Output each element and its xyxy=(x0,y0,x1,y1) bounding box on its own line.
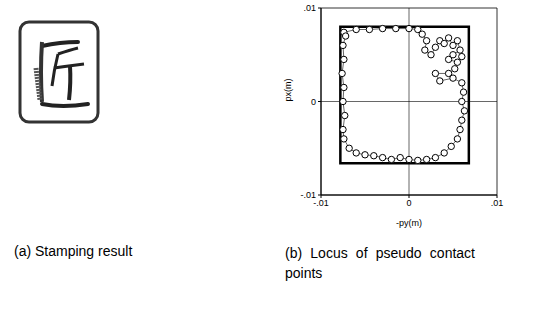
svg-text:-.01: -.01 xyxy=(313,198,329,209)
svg-text:-.01: -.01 xyxy=(300,190,316,200)
html-text:(b) Locus of pseudo contact po: (b) Locus of pseudo contact points xyxy=(285,245,475,281)
svg-text:.01: .01 xyxy=(303,3,316,13)
svg-text:-py(m): -py(m) xyxy=(396,218,422,228)
svg-text:.01: .01 xyxy=(491,198,504,208)
svg-text:0: 0 xyxy=(406,198,411,208)
html-text:(a) Stamping result: (a) Stamping result xyxy=(14,243,133,259)
svg-text:0: 0 xyxy=(311,97,316,107)
svg-text:px(m): px(m) xyxy=(283,79,293,102)
